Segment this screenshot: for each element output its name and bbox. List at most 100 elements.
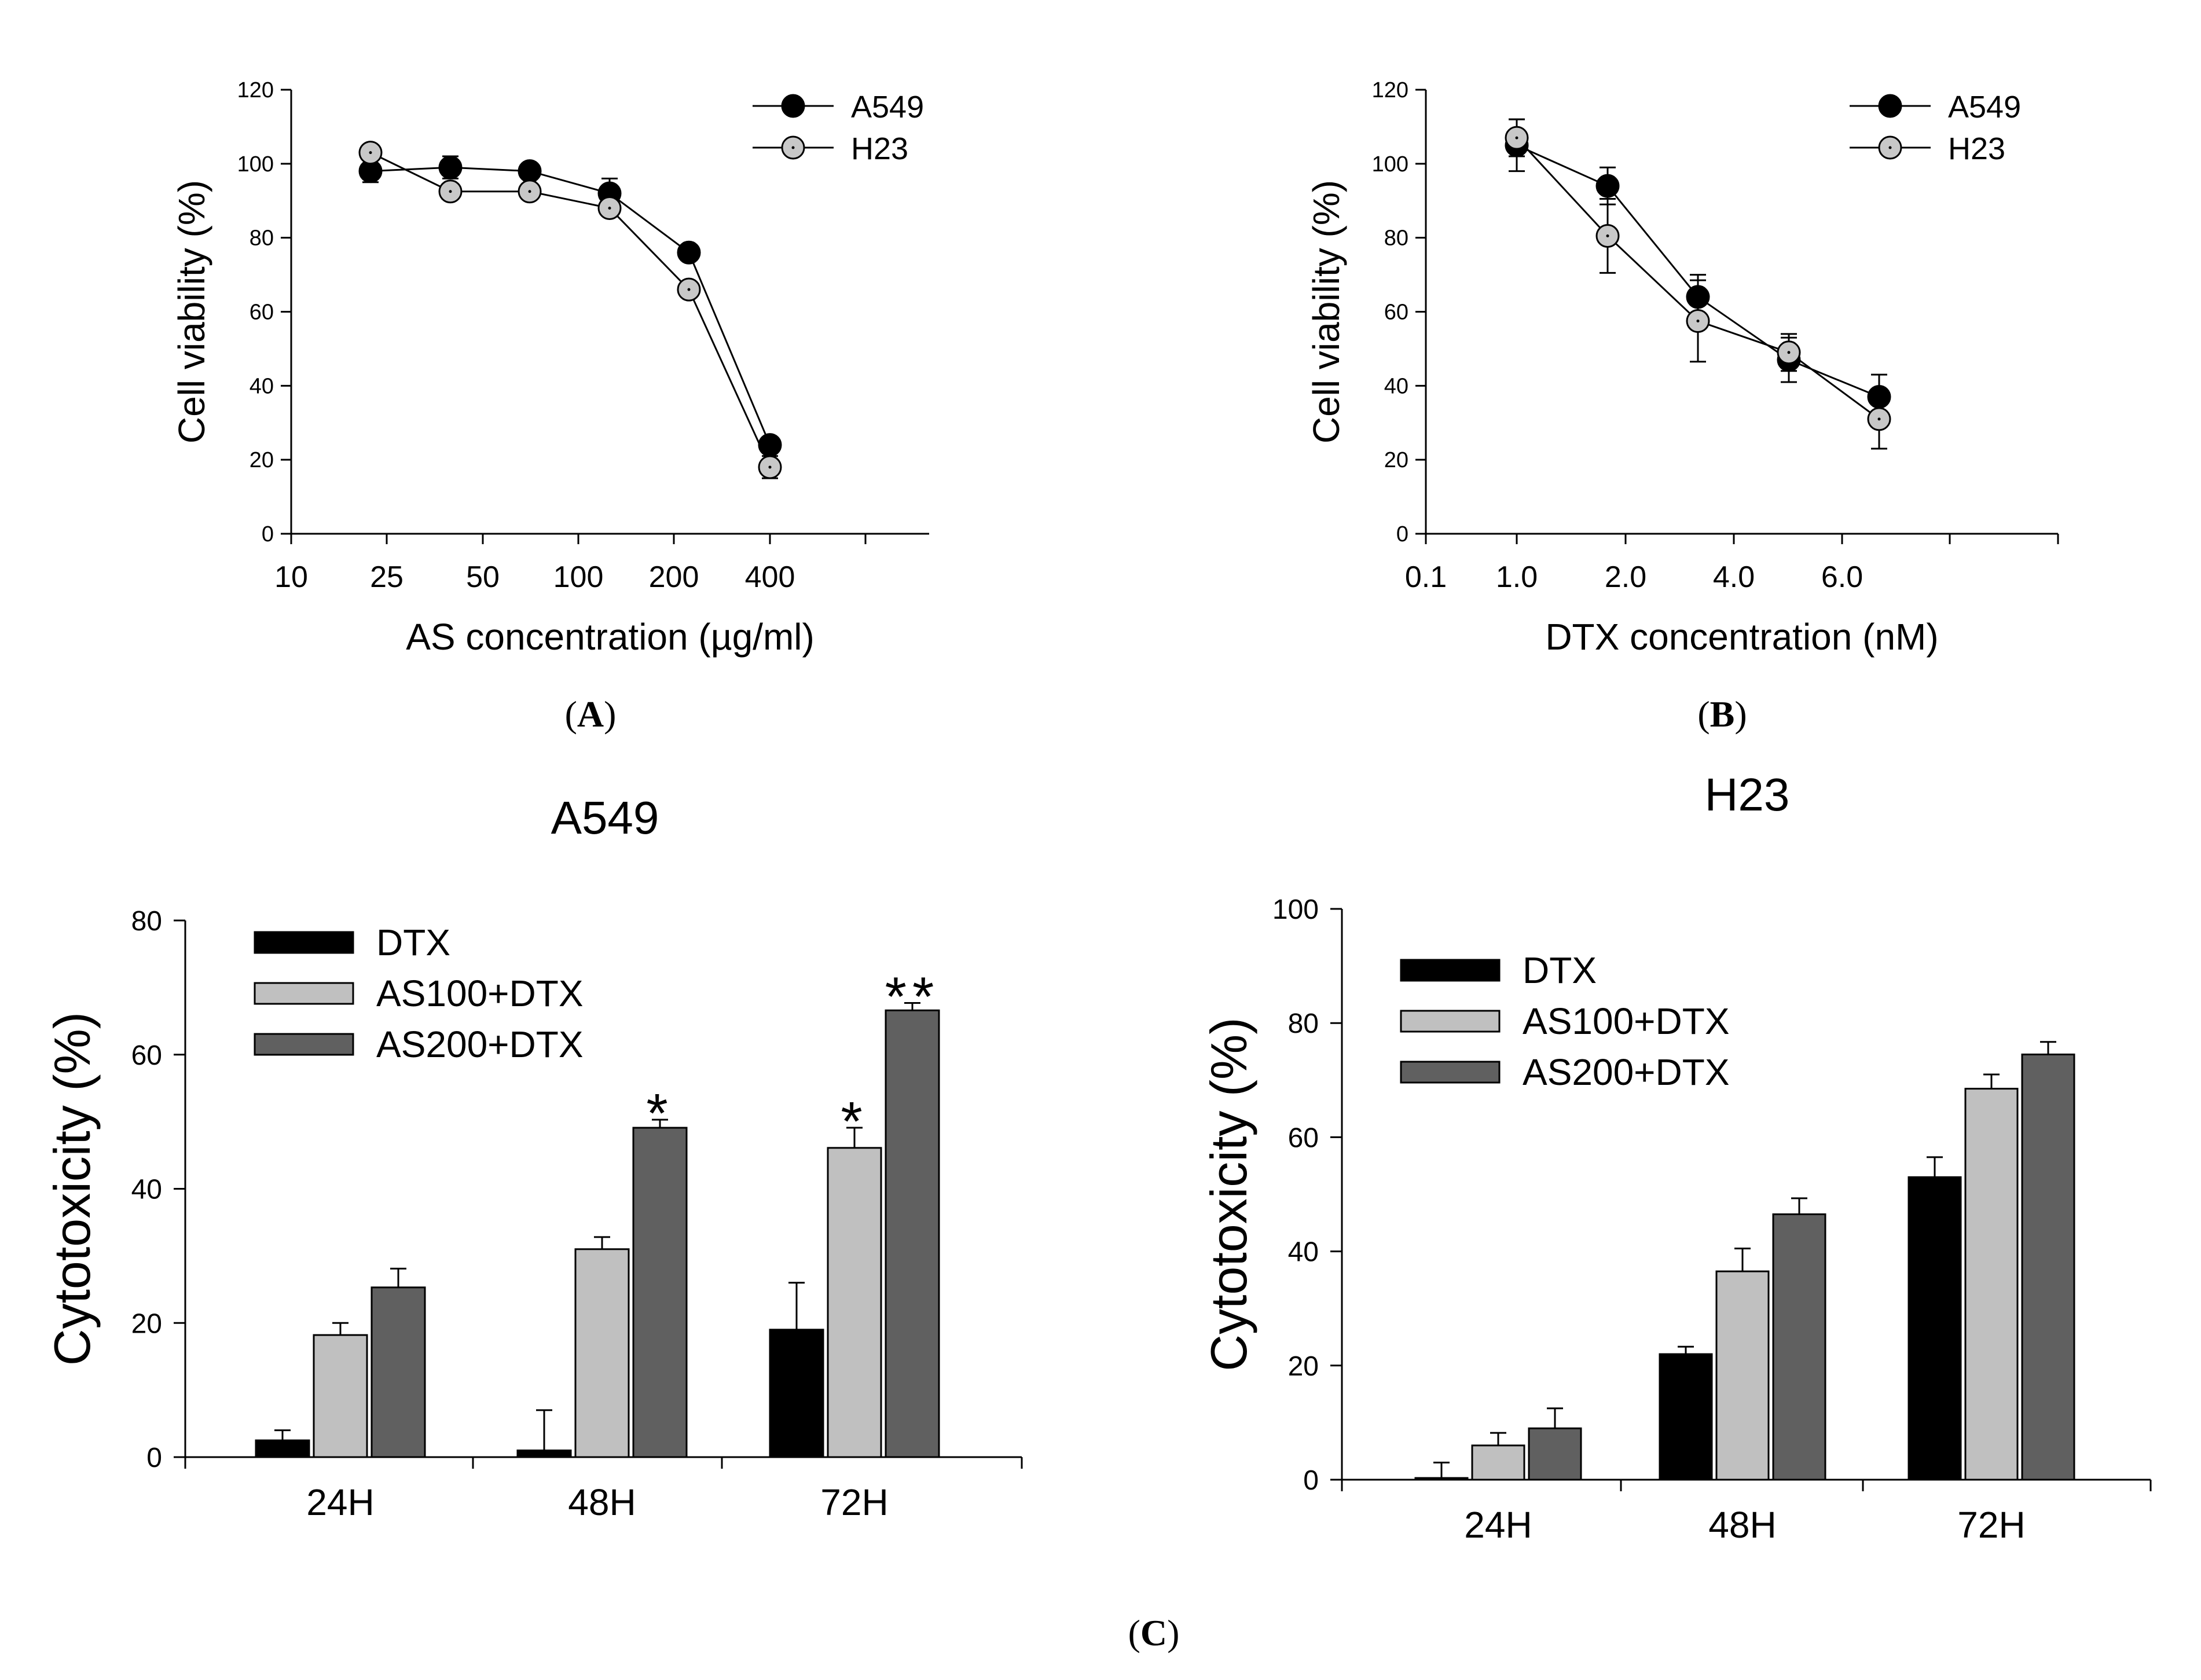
y-tick-label: 20 xyxy=(250,448,274,472)
y-axis-label: Cell viability (%) xyxy=(171,180,212,443)
y-tick-label: 80 xyxy=(250,226,274,251)
legend-label: AS200+DTX xyxy=(1523,1051,1730,1093)
legend-label: AS100+DTX xyxy=(1523,1000,1730,1042)
y-tick-label: 60 xyxy=(250,300,274,325)
panel-label-a: (A) xyxy=(565,694,617,735)
bar-as100-dtx xyxy=(1471,1444,1525,1481)
bar-as200-dtx xyxy=(1772,1213,1826,1481)
panel-label-b: (B) xyxy=(1697,694,1747,735)
x-tick-label: 0.1 xyxy=(1405,560,1447,594)
x-tick-label: 50 xyxy=(466,560,500,594)
y-tick-label: 0 xyxy=(262,522,274,546)
x-tick-label: 72H xyxy=(1957,1504,2025,1546)
x-tick-label: 10 xyxy=(274,560,308,594)
bar-as100-dtx xyxy=(1715,1270,1770,1481)
data-point-a549 xyxy=(438,155,463,179)
significance-marker: * xyxy=(646,1083,673,1145)
y-tick-label: 120 xyxy=(1372,78,1408,102)
bar-dtx xyxy=(516,1449,572,1458)
chart-panel-a: 0 20 40 60 80 100 120 10 25 50 100 200 400 AS concent… xyxy=(171,78,929,658)
legend-label: H23 xyxy=(1948,131,2005,166)
legend-label: AS100+DTX xyxy=(376,973,584,1014)
y-tick-label: 60 xyxy=(1384,300,1408,325)
marker-center-dot xyxy=(1696,319,1700,322)
y-tick-label: 40 xyxy=(131,1175,162,1205)
data-point-a549 xyxy=(677,240,701,265)
y-tick-label: 80 xyxy=(1384,226,1408,251)
legend-swatch xyxy=(254,1033,354,1056)
bar-dtx xyxy=(1907,1176,1962,1481)
legend-marker-dot xyxy=(791,146,795,149)
y-tick-label: 20 xyxy=(1288,1351,1319,1382)
bar-as200-dtx xyxy=(1528,1427,1582,1481)
legend-swatch xyxy=(254,931,354,954)
y-tick-label: 40 xyxy=(250,374,274,398)
marker-center-dot xyxy=(768,465,772,469)
data-point-a549 xyxy=(758,433,782,457)
y-tick-label: 80 xyxy=(1288,1008,1319,1039)
x-tick-label: 400 xyxy=(745,560,795,594)
y-tick-label: 100 xyxy=(1272,894,1319,925)
y-axis-label: Cytotoxicity (%) xyxy=(1200,1017,1257,1371)
data-point-a549 xyxy=(1595,174,1620,198)
x-axis-label: AS concentration (µg/ml) xyxy=(406,616,815,658)
x-tick-label: 4.0 xyxy=(1713,560,1755,594)
bar-as200-dtx xyxy=(370,1286,426,1458)
chart-panel-c-h23: H23 0 20 40 60 80 100 Cytotoxicity (%) 24H 48H 72H… xyxy=(1200,769,2152,1546)
x-tick-label: 48H xyxy=(1708,1504,1776,1546)
series-line-h23 xyxy=(370,152,771,468)
x-tick-label: 6.0 xyxy=(1821,560,1863,594)
marker-center-dot xyxy=(687,288,691,291)
marker-center-dot xyxy=(1606,234,1609,237)
y-axis-label: Cell viability (%) xyxy=(1305,180,1347,443)
x-tick-label: 24H xyxy=(1464,1504,1532,1546)
y-tick-label: 100 xyxy=(1372,152,1408,177)
x-tick-label: 25 xyxy=(370,560,403,594)
x-tick-label: 100 xyxy=(553,560,604,594)
y-tick-label: 20 xyxy=(131,1308,162,1339)
legend-swatch xyxy=(1400,1061,1501,1084)
x-tick-label: 1.0 xyxy=(1496,560,1538,594)
x-tick-label: 48H xyxy=(568,1481,636,1523)
legend-marker xyxy=(781,94,805,118)
bar-as200-dtx xyxy=(885,1009,940,1458)
bar-dtx xyxy=(1414,1477,1469,1481)
panel-label-c: (C) xyxy=(1128,1612,1180,1653)
legend-label: DTX xyxy=(376,922,450,963)
y-tick-label: 100 xyxy=(237,152,274,177)
y-tick-label: 0 xyxy=(1303,1465,1319,1496)
marker-center-dot xyxy=(1877,417,1881,421)
y-tick-label: 60 xyxy=(1288,1123,1319,1153)
y-tick-label: 0 xyxy=(1396,522,1408,546)
legend-label: DTX xyxy=(1523,949,1597,991)
x-tick-label: 2.0 xyxy=(1605,560,1646,594)
significance-marker: ** xyxy=(885,966,940,1028)
y-tick-label: 40 xyxy=(1288,1237,1319,1268)
bar-as100-dtx xyxy=(1964,1088,2019,1481)
y-tick-label: 80 xyxy=(131,906,162,937)
y-tick-label: 120 xyxy=(237,78,274,102)
legend-label: A549 xyxy=(1948,90,2021,124)
bar-dtx xyxy=(1659,1353,1713,1481)
x-tick-label: 24H xyxy=(306,1481,374,1523)
legend-swatch xyxy=(254,982,354,1005)
legend-label: H23 xyxy=(851,131,908,166)
y-tick-label: 60 xyxy=(131,1040,162,1071)
x-tick-label: 72H xyxy=(820,1481,888,1523)
series-line-a549 xyxy=(370,166,771,446)
bar-as200-dtx xyxy=(2021,1053,2075,1481)
bar-dtx xyxy=(255,1439,310,1458)
marker-center-dot xyxy=(1787,351,1791,354)
y-tick-label: 20 xyxy=(1384,448,1408,472)
marker-center-dot xyxy=(528,190,531,193)
legend-swatch xyxy=(1400,959,1501,982)
bar-as200-dtx xyxy=(632,1127,688,1458)
legend-marker-dot xyxy=(1888,146,1892,149)
legend-label: AS200+DTX xyxy=(376,1024,584,1065)
bar-as100-dtx xyxy=(574,1248,630,1458)
bar-as100-dtx xyxy=(827,1147,882,1458)
legend-label: A549 xyxy=(851,90,924,124)
x-axis-label: DTX concentration (nM) xyxy=(1545,616,1938,658)
